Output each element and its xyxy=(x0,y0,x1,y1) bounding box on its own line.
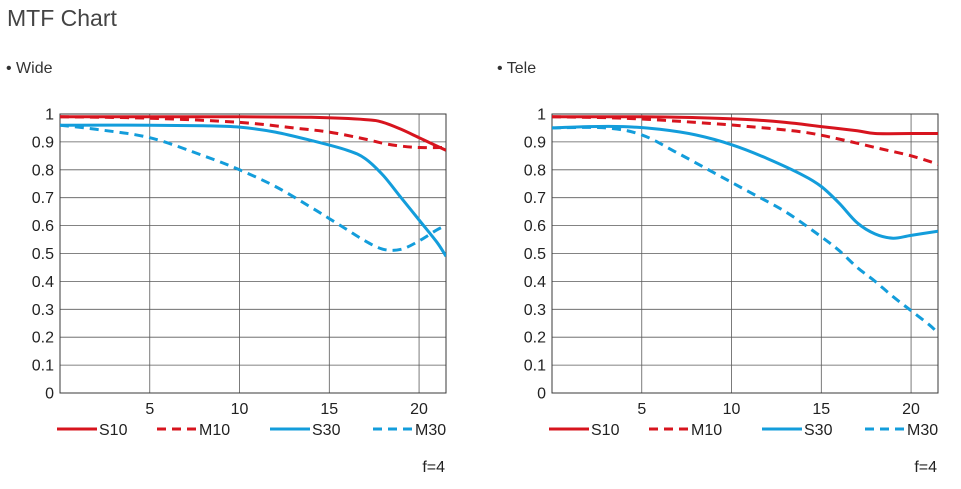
wide-legend-label-s10: S10 xyxy=(99,422,128,439)
wide-x-tick-label: 15 xyxy=(320,401,338,418)
wide-legend-label-m10: M10 xyxy=(199,422,230,439)
tele-legend-label-s10: S10 xyxy=(591,422,620,439)
tele-legend-label-s30: S30 xyxy=(804,422,833,439)
tele-series-s10-line xyxy=(552,115,938,136)
wide-x-tick-label: 5 xyxy=(145,401,154,418)
wide-legend-label-s30: S30 xyxy=(312,422,341,439)
tele-x-tick-label: 20 xyxy=(902,401,920,418)
tele-aperture-note: f=4 xyxy=(914,459,937,476)
wide-series-m10-line xyxy=(60,115,446,150)
tele-y-tick-label: 0.9 xyxy=(524,134,546,151)
tele-series-s30-line xyxy=(552,124,938,240)
tele-y-tick-label: 1 xyxy=(537,107,546,124)
wide-series-m30-line xyxy=(60,123,446,252)
wide-y-tick-label: 0.5 xyxy=(32,246,54,263)
wide-y-tick-label: 0.9 xyxy=(32,134,54,151)
wide-y-tick-label: 0.8 xyxy=(32,162,54,179)
wide-y-tick-label: 0 xyxy=(45,386,54,403)
tele-section-label: • Tele xyxy=(497,60,537,77)
tele-plot-frame xyxy=(551,113,939,394)
page-title: MTF Chart xyxy=(7,5,117,31)
wide-y-tick-label: 0.1 xyxy=(32,358,54,375)
wide-x-tick-label: 10 xyxy=(231,401,249,418)
tele-y-tick-label: 0 xyxy=(537,386,546,403)
wide-section-label: • Wide xyxy=(6,60,53,77)
tele-legend-label-m10: M10 xyxy=(691,422,722,439)
wide-x-tick-label: 20 xyxy=(410,401,428,418)
wide-y-tick-label: 0.3 xyxy=(32,302,54,319)
wide-series-s10-line xyxy=(60,115,446,152)
wide-series-s30-line xyxy=(60,123,446,258)
tele-series-m30-line xyxy=(552,125,938,335)
tele-x-tick-label: 10 xyxy=(723,401,741,418)
wide-y-tick-label: 0.4 xyxy=(32,274,54,291)
tele-x-tick-label: 5 xyxy=(637,401,646,418)
wide-aperture-note: f=4 xyxy=(422,459,445,476)
tele-series-m10-line xyxy=(552,115,938,166)
tele-y-tick-label: 0.2 xyxy=(524,330,546,347)
tele-y-tick-label: 0.8 xyxy=(524,162,546,179)
tele-legend-label-m30: M30 xyxy=(907,422,938,439)
tele-x-tick-label: 15 xyxy=(812,401,830,418)
tele-y-tick-label: 0.1 xyxy=(524,358,546,375)
tele-y-tick-label: 0.5 xyxy=(524,246,546,263)
tele-y-tick-label: 0.4 xyxy=(524,274,546,291)
wide-y-tick-label: 0.7 xyxy=(32,190,54,207)
wide-y-tick-label: 0.2 xyxy=(32,330,54,347)
tele-y-tick-label: 0.7 xyxy=(524,190,546,207)
wide-y-tick-label: 0.6 xyxy=(32,218,54,235)
wide-y-tick-label: 1 xyxy=(45,107,54,124)
wide-legend-label-m30: M30 xyxy=(415,422,446,439)
tele-y-tick-label: 0.3 xyxy=(524,302,546,319)
tele-y-tick-label: 0.6 xyxy=(524,218,546,235)
